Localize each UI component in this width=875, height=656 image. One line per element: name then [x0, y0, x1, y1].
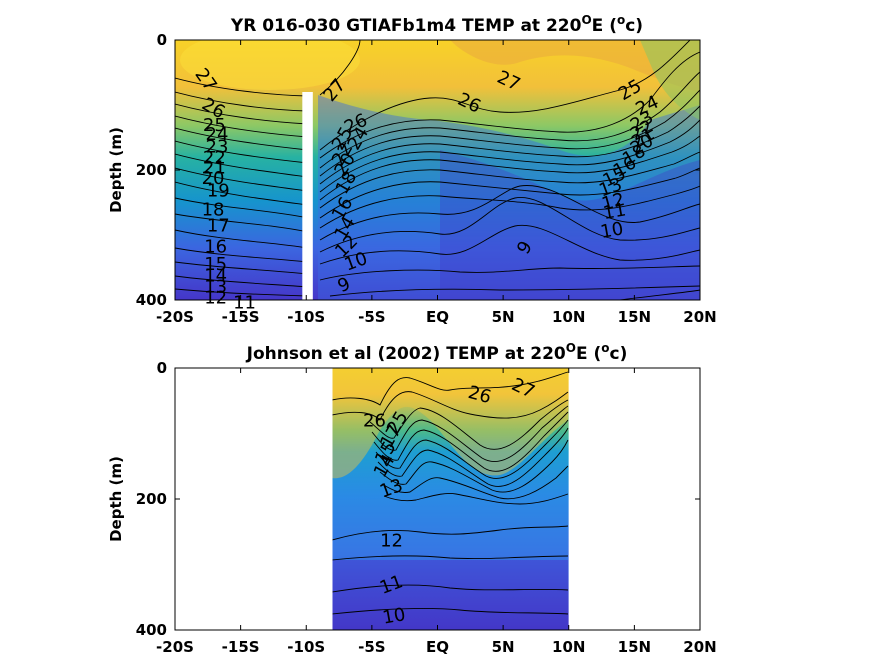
- bottom-x-tick-label: 5N: [492, 638, 515, 656]
- bottom-y-tick-label: 0: [157, 359, 167, 377]
- top-contour-label: 12: [204, 288, 227, 309]
- top-panel: YR 016-030 GTIAFb1m4 TEMP at 220OE (oc): [107, 13, 717, 326]
- top-y-ticks: 0 200 400: [136, 31, 700, 309]
- top-heatmap: [175, 40, 700, 300]
- bottom-contour-label: 26: [363, 411, 386, 432]
- top-x-tick-label: -5S: [358, 308, 385, 326]
- bottom-y-ticks: 0 200 400: [136, 359, 700, 639]
- bottom-title: Johnson et al (2002) TEMP at 220OE (oc): [246, 341, 628, 364]
- bottom-x-tick-label: 15N: [618, 638, 651, 656]
- top-contour-label: 15: [204, 254, 227, 275]
- top-y-tick-label: 0: [157, 31, 167, 49]
- bottom-deep-shading: [332, 560, 568, 630]
- bottom-mid-shading: [332, 493, 568, 560]
- top-warm-pool: [180, 40, 360, 90]
- top-title: YR 016-030 GTIAFb1m4 TEMP at 220OE (oc): [230, 13, 643, 36]
- top-contour-label: 21: [203, 158, 226, 179]
- bottom-x-tick-label: -20S: [156, 638, 194, 656]
- top-contour-label: 19: [207, 180, 230, 201]
- top-contour-label: 16: [204, 236, 227, 257]
- top-contour-label: 14: [204, 266, 227, 287]
- bottom-heatmap: [332, 368, 569, 630]
- bottom-x-tick-label: EQ: [426, 638, 449, 656]
- top-contour-lines: [175, 40, 700, 300]
- bottom-x-tick-label: -5S: [358, 638, 385, 656]
- top-x-tick-label: -10S: [287, 308, 325, 326]
- top-contour-label: 13: [204, 277, 227, 298]
- top-contour-label: 10: [599, 218, 625, 243]
- top-y-tick-label: 400: [136, 291, 167, 309]
- top-contour-label: 23: [206, 136, 229, 157]
- top-x-tick-label: -20S: [156, 308, 194, 326]
- bottom-x-tick-label: -10S: [287, 638, 325, 656]
- top-x-tick-label: -15S: [222, 308, 260, 326]
- bottom-contour-label: 12: [380, 531, 403, 552]
- top-x-tick-label: 5N: [492, 308, 515, 326]
- top-contour-label: 25: [203, 115, 226, 136]
- top-contour-label: 17: [207, 216, 230, 237]
- bottom-x-tick-label: 10N: [552, 638, 585, 656]
- bottom-x-ticks: -20S -15S -10S -5S EQ 5N 10N 15N 20N: [156, 368, 717, 656]
- bottom-x-tick-label: 20N: [683, 638, 716, 656]
- top-contour-label: 20: [202, 168, 225, 189]
- bottom-y-tick-label: 200: [136, 490, 167, 508]
- bottom-contour-lines: [332, 371, 569, 615]
- bottom-x-tick-label: -15S: [222, 638, 260, 656]
- top-contour-label: 22: [203, 147, 226, 168]
- top-contour-label: 18: [202, 199, 225, 220]
- top-data-gap: [302, 92, 313, 300]
- bottom-y-axis-label: Depth (m): [107, 456, 125, 542]
- bottom-field-base: [332, 368, 569, 630]
- top-warm-green: [640, 40, 700, 120]
- top-deep-shading: [440, 150, 700, 300]
- top-cool-shading: [318, 95, 700, 300]
- top-contour-label: 24: [206, 124, 229, 145]
- top-x-tick-label: 20N: [683, 308, 716, 326]
- top-y-tick-label: 200: [136, 161, 167, 179]
- top-contour-label: 11: [601, 199, 627, 224]
- bottom-y-tick-label: 400: [136, 621, 167, 639]
- bottom-panel: Johnson et al (2002) TEMP at 220OE (oc): [107, 341, 717, 656]
- top-x-tick-label: 15N: [618, 308, 651, 326]
- bottom-contour-label: 10: [381, 604, 407, 629]
- top-x-tick-label: EQ: [426, 308, 449, 326]
- top-contour-label: 11: [233, 292, 256, 313]
- bottom-warm-region: [332, 368, 568, 479]
- top-x-ticks: -20S -15S -10S -5S EQ 5N 10N 15N 20N: [156, 40, 717, 326]
- top-warm-orange: [450, 40, 700, 92]
- top-x-tick-label: 10N: [552, 308, 585, 326]
- top-y-axis-label: Depth (m): [107, 127, 125, 213]
